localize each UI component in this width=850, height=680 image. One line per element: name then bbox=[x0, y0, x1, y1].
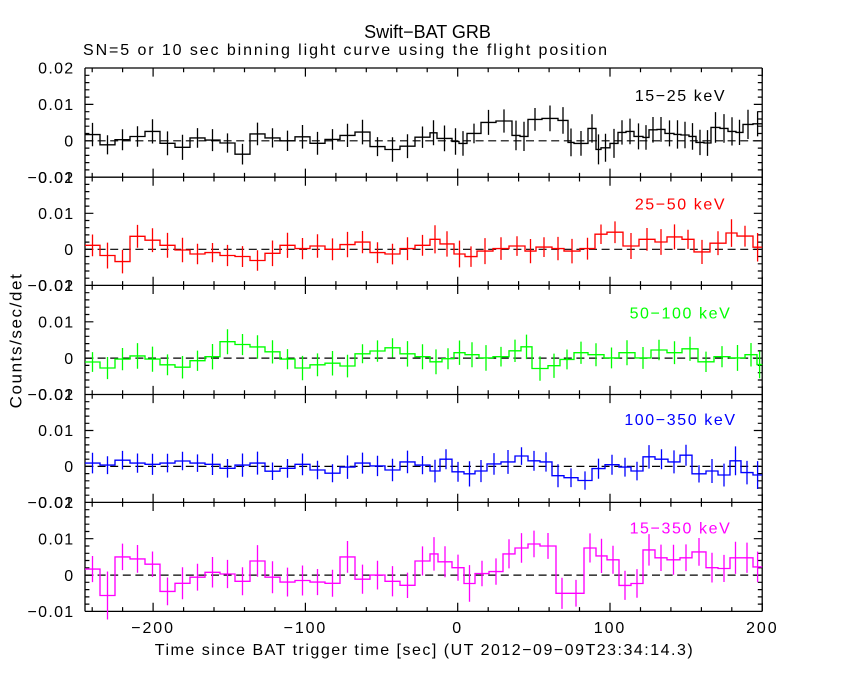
svg-text:50−100 keV: 50−100 keV bbox=[630, 306, 732, 323]
svg-text:0.02: 0.02 bbox=[38, 495, 74, 512]
svg-text:15−350 keV: 15−350 keV bbox=[630, 521, 732, 538]
svg-text:−0.01: −0.01 bbox=[28, 278, 75, 295]
svg-text:25−50 keV: 25−50 keV bbox=[635, 197, 726, 214]
svg-text:−0.01: −0.01 bbox=[28, 387, 75, 404]
svg-text:0.01: 0.01 bbox=[38, 206, 74, 223]
svg-text:0.01: 0.01 bbox=[38, 423, 74, 440]
svg-text:0.01: 0.01 bbox=[38, 97, 74, 114]
svg-text:Counts/sec/det: Counts/sec/det bbox=[7, 273, 26, 409]
svg-text:Time since BAT trigger time [s: Time since BAT trigger time [sec] (UT 20… bbox=[155, 642, 694, 659]
svg-text:0: 0 bbox=[64, 459, 74, 476]
svg-text:0.02: 0.02 bbox=[38, 387, 74, 404]
svg-text:100: 100 bbox=[594, 620, 626, 637]
svg-text:−200: −200 bbox=[131, 620, 175, 637]
svg-text:0.02: 0.02 bbox=[38, 170, 74, 187]
svg-text:100−350 keV: 100−350 keV bbox=[624, 412, 736, 429]
svg-text:0.02: 0.02 bbox=[38, 61, 74, 78]
svg-text:0: 0 bbox=[64, 134, 74, 151]
svg-text:15−25 keV: 15−25 keV bbox=[635, 88, 726, 105]
svg-text:0: 0 bbox=[64, 351, 74, 368]
svg-text:0: 0 bbox=[452, 620, 463, 637]
svg-text:−0.01: −0.01 bbox=[28, 604, 75, 621]
svg-text:Swift−BAT GRB: Swift−BAT GRB bbox=[364, 22, 491, 42]
svg-text:0.01: 0.01 bbox=[38, 315, 74, 332]
svg-text:−100: −100 bbox=[284, 620, 328, 637]
svg-text:0: 0 bbox=[64, 242, 74, 259]
svg-text:200: 200 bbox=[746, 620, 778, 637]
svg-text:−0.01: −0.01 bbox=[28, 170, 75, 187]
svg-text:0.02: 0.02 bbox=[38, 278, 74, 295]
svg-text:0: 0 bbox=[64, 568, 74, 585]
svg-text:0.01: 0.01 bbox=[38, 531, 74, 548]
svg-text:SN=5 or 10 sec binning light c: SN=5 or 10 sec binning light curve using… bbox=[83, 42, 609, 59]
svg-text:−0.01: −0.01 bbox=[28, 495, 75, 512]
